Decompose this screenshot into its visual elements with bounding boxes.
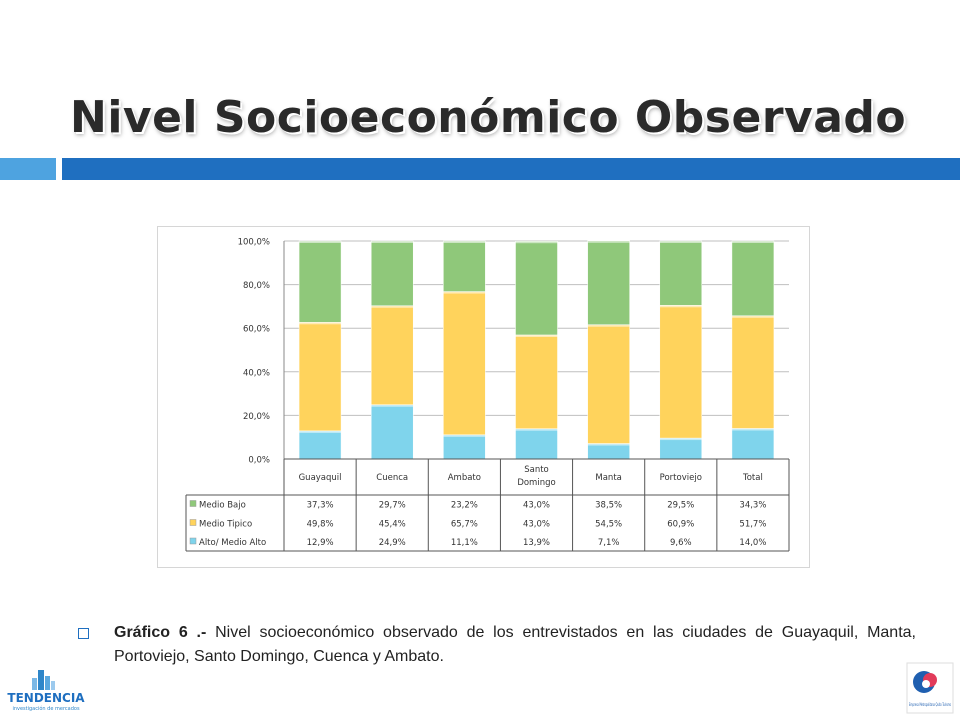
- bar-segment: [587, 443, 630, 460]
- bar-segment-highlight: [371, 404, 414, 407]
- bar-segment-highlight: [443, 434, 486, 437]
- bar-segment-highlight: [587, 443, 630, 446]
- caption-text: Nivel socioeconómico observado de los en…: [114, 624, 916, 665]
- bar-segment: [515, 428, 558, 460]
- x-tick-label: Manta: [595, 473, 621, 483]
- data-label: 43,0%: [523, 501, 550, 511]
- bar-segment-highlight: [587, 240, 630, 243]
- y-tick-label: 0,0%: [248, 456, 270, 466]
- data-label: 9,6%: [670, 538, 692, 548]
- x-tick-label: Cuenca: [376, 473, 408, 483]
- bar-segment: [443, 434, 486, 460]
- y-tick-label: 100,0%: [238, 238, 270, 248]
- quito-turismo-logo: Empresa Metropolitana Quito Turismo: [906, 662, 954, 714]
- bar-segment: [731, 428, 775, 460]
- legend-swatch: [189, 500, 197, 507]
- bar-segment: [370, 404, 414, 460]
- title-bar-accent: [0, 158, 56, 180]
- bar-segment-highlight: [731, 428, 774, 431]
- legend-label: Medio Bajo: [199, 501, 246, 511]
- data-label: 49,8%: [307, 520, 334, 530]
- data-label: 38,5%: [595, 501, 622, 511]
- figure-caption: Gráfico 6 .- Nivel socioeconómico observ…: [78, 621, 916, 669]
- data-label: 13,9%: [523, 538, 550, 548]
- bar-segment-highlight: [587, 324, 630, 327]
- bar-segment-highlight: [299, 430, 342, 433]
- data-label: 11,1%: [451, 538, 478, 548]
- slide-title: Nivel Socioeconómico Observado: [70, 92, 907, 143]
- caption-body: Gráfico 6 .- Nivel socioeconómico observ…: [114, 621, 916, 669]
- bar-segment-highlight: [299, 241, 342, 243]
- x-tick-label: Domingo: [517, 478, 555, 488]
- bar-segment-highlight: [371, 305, 414, 308]
- data-label: 65,7%: [451, 520, 478, 530]
- x-tick-label: Total: [742, 473, 763, 483]
- bar-segment: [659, 305, 703, 439]
- data-label: 51,7%: [739, 520, 766, 530]
- data-label: 34,3%: [739, 501, 766, 511]
- data-label: 43,0%: [523, 520, 550, 530]
- bar-segment-highlight: [731, 315, 774, 318]
- bar-segment: [659, 437, 703, 460]
- bar-segment-highlight: [299, 322, 342, 325]
- square-bullet-icon: [78, 628, 89, 639]
- bar-segment-highlight: [443, 241, 486, 243]
- legend-swatch: [189, 537, 197, 545]
- x-tick-label: Santo: [524, 465, 549, 475]
- data-label: 23,2%: [451, 501, 478, 511]
- bar-segment: [443, 291, 486, 436]
- bar-segment-highlight: [515, 241, 558, 244]
- x-tick-label: Portoviejo: [660, 473, 702, 483]
- bar-segment-highlight: [659, 438, 702, 441]
- bar-segment: [298, 240, 342, 323]
- logo-name: TENDENCIA: [7, 691, 85, 705]
- stacked-bar-chart: 0,0% 20,0% 40,0% 60,0% 80,0% 100,0% Guayaquil C…: [185, 238, 790, 552]
- data-label: 54,5%: [595, 520, 622, 530]
- data-label: 37,3%: [307, 501, 334, 511]
- legend-label: Alto/ Medio Alto: [199, 538, 266, 548]
- logo-tagline: investigación de mercados: [12, 705, 80, 712]
- bar-segment: [515, 334, 558, 429]
- logo-right-text: Empresa Metropolitana Quito Turismo: [909, 702, 951, 707]
- bar-segment: [731, 240, 775, 317]
- bar-segment-highlight: [731, 241, 774, 243]
- chart-frame: 0,0% 20,0% 40,0% 60,0% 80,0% 100,0% Guayaquil C…: [157, 226, 810, 568]
- data-label: 7,1%: [598, 538, 620, 548]
- bar-segment-highlight: [371, 241, 414, 243]
- bar-segment-highlight: [515, 428, 558, 431]
- bar-segment: [443, 240, 486, 292]
- y-tick-label: 60,0%: [243, 325, 270, 335]
- title-bar: [62, 158, 960, 180]
- bar-segment-highlight: [659, 241, 702, 243]
- bar-segment: [587, 240, 630, 325]
- data-label: 29,7%: [379, 501, 406, 511]
- bar-segment: [370, 240, 414, 306]
- data-label: 14,0%: [739, 538, 766, 548]
- legend-label: Medio Tipico: [199, 520, 252, 530]
- bar-segment-highlight: [443, 291, 486, 294]
- data-label: 29,5%: [667, 501, 694, 511]
- bar-segment: [659, 240, 703, 306]
- x-tick-label: Ambato: [448, 473, 481, 483]
- bar-segment-highlight: [515, 334, 558, 337]
- data-label: 12,9%: [307, 538, 334, 548]
- bar-segment: [298, 430, 342, 460]
- y-tick-label: 20,0%: [243, 412, 270, 422]
- y-tick-label: 80,0%: [243, 281, 270, 291]
- caption-label: Gráfico 6 .-: [114, 624, 207, 641]
- data-label: 60,9%: [667, 520, 694, 530]
- legend-swatch: [189, 519, 197, 526]
- y-tick-label: 40,0%: [243, 368, 270, 378]
- data-label: 45,4%: [379, 520, 406, 530]
- bar-segment-highlight: [659, 305, 702, 308]
- tendencia-logo: TENDENCIA investigación de mercados: [4, 668, 88, 714]
- bar-segment: [370, 305, 414, 405]
- bar-segment: [587, 324, 630, 444]
- bar-segment: [515, 240, 558, 336]
- x-tick-label: Guayaquil: [299, 473, 342, 483]
- bar-segment: [731, 315, 775, 429]
- bar-segment: [298, 322, 342, 432]
- data-label: 24,9%: [379, 538, 406, 548]
